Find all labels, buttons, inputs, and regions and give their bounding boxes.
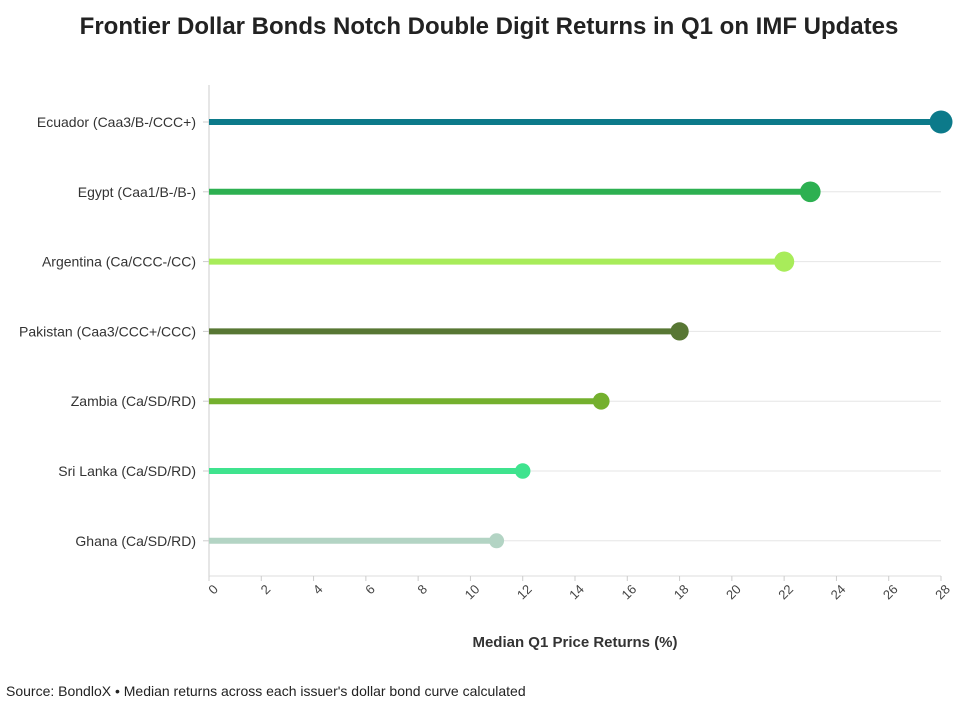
x-tick-label: 12 [514,582,535,603]
category-label: Egypt (Caa1/B-/B-) [78,184,196,200]
category-label: Argentina (Ca/CCC-/CC) [42,254,196,270]
x-tick-label: 18 [671,582,692,603]
x-tick-label: 16 [618,582,639,603]
category-label: Ghana (Ca/SD/RD) [75,533,196,549]
x-tick-label: 28 [932,582,953,603]
marks-layer [209,110,953,549]
x-tick-label: 24 [828,582,849,603]
x-axis-label: Median Q1 Price Returns (%) [472,634,677,651]
x-tick-label: 10 [462,582,483,603]
x-tick-label: 6 [362,582,378,598]
lollipop-dot [929,110,953,134]
lollipop-dot [670,322,689,341]
x-tick-label: 0 [205,582,221,598]
lollipop-dot [774,251,795,272]
lollipop-dot [514,463,531,479]
x-tick-label: 20 [723,582,744,603]
category-label: Ecuador (Caa3/B-/CCC+) [37,114,196,130]
category-label: Pakistan (Caa3/CCC+/CCC) [19,323,196,339]
category-labels: Ecuador (Caa3/B-/CCC+) Egypt (Caa1/B-/B-)… [19,114,209,549]
x-tick-label: 22 [775,582,796,603]
x-tick-label: 26 [880,582,901,603]
lollipop-dot [592,392,610,410]
x-tick-label: 14 [566,582,587,603]
category-label: Sri Lanka (Ca/SD/RD) [58,463,196,479]
x-tick-label: 4 [310,582,326,598]
x-axis: 0 2 4 6 8 10 12 14 16 18 20 22 24 26 28 [205,575,953,603]
x-tick-label: 2 [258,582,274,598]
source-note: Source: BondloX • Median returns across … [6,683,526,699]
category-label: Zambia (Ca/SD/RD) [71,393,196,409]
lollipop-dot [799,181,821,203]
lollipop-dot [489,533,505,549]
chart-title: Frontier Dollar Bonds Notch Double Digit… [80,13,899,40]
x-tick-label: 8 [414,582,430,598]
